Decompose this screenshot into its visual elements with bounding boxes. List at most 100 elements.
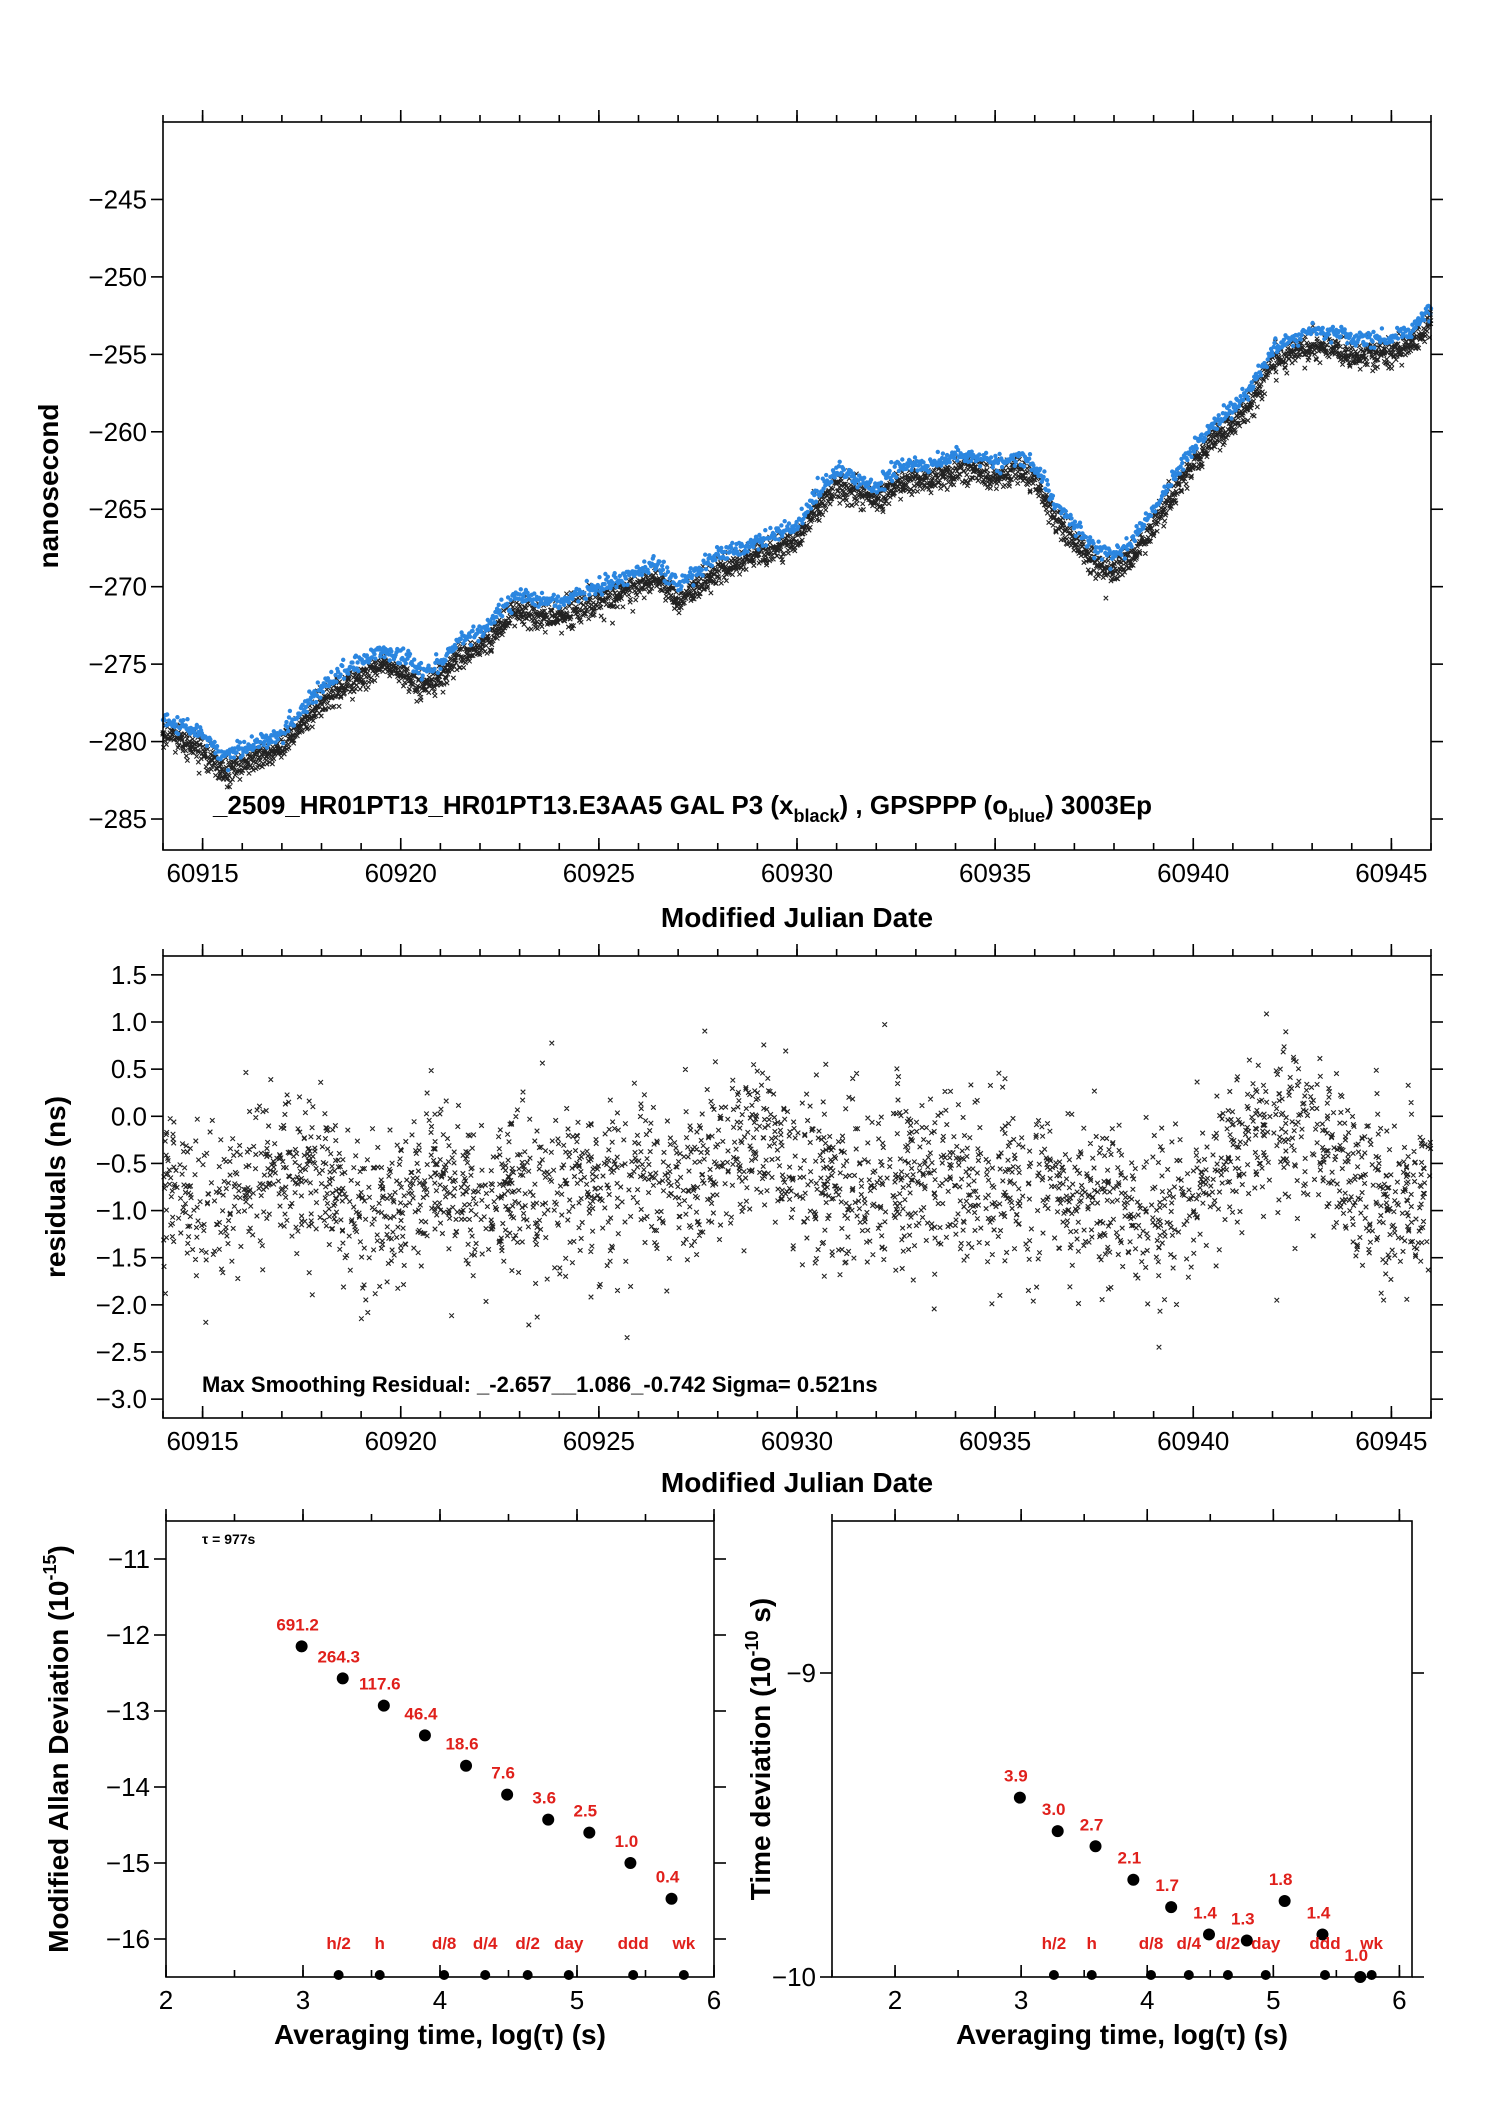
deviation-point [542, 1813, 555, 1826]
deviation-point-label: 1.4 [1307, 1903, 1331, 1922]
x-tick-label: 60935 [959, 1426, 1031, 1456]
y-tick-label: −2.0 [96, 1290, 147, 1320]
y-tick-label: −1.0 [96, 1196, 147, 1226]
time-offset-x-axis-label: Modified Julian Date [661, 902, 933, 933]
residuals-ticks: 60915 60920 60925 60930 60935 60940 60945 −3.0 −… [96, 944, 1443, 1456]
x-tick-label: 60925 [563, 1426, 635, 1456]
interval-marker [439, 1970, 450, 1980]
y-tick-label: −265 [88, 494, 147, 524]
x-tick-label: 60930 [761, 858, 833, 888]
interval-marker-label: ddd [618, 1934, 649, 1953]
time-offset-points [160, 303, 1434, 790]
allan-deviation-ticks: 2 3 4 5 6 −16 −15 −14 −13 −12 −11 [106, 1509, 726, 2015]
deviation-point-label: 1.4 [1193, 1903, 1217, 1922]
gpsppp-series-points [160, 303, 1434, 773]
deviation-point-label: 3.6 [532, 1789, 556, 1808]
interval-marker-label: h [1087, 1934, 1097, 1953]
interval-marker-label: d/4 [473, 1934, 498, 1953]
interval-marker [522, 1970, 533, 1980]
deviation-point-label: 691.2 [276, 1615, 319, 1634]
time-offset-panel: 60915 60920 60925 60930 60935 60940 60945 −285 −… [33, 110, 1443, 933]
deviation-point [418, 1729, 431, 1742]
deviation-point-label: 1.8 [1269, 1870, 1293, 1889]
deviation-point-label: 1.7 [1155, 1876, 1179, 1895]
time-deviation-ticks: 2 3 4 5 6 −10 −9 [772, 1509, 1424, 2015]
x-tick-label: 5 [570, 1985, 584, 2015]
allan-deviation-plot-frame [165, 1520, 715, 1978]
interval-marker [563, 1970, 574, 1980]
deviation-point-label: 18.6 [445, 1735, 478, 1754]
x-tick-label: 60940 [1157, 1426, 1229, 1456]
y-tick-label: −2.5 [96, 1337, 147, 1367]
x-tick-label: 6 [707, 1985, 721, 2015]
x-tick-label: 6 [1392, 1985, 1406, 2015]
time-deviation-panel: 2 3 4 5 6 −10 −9 3.9 3.0 2.7 2.1 1.7 1.4 1.3 1.8 1.4 1.… [742, 1509, 1424, 2050]
time-offset-plot-frame [162, 121, 1432, 851]
residual-points [161, 1011, 1434, 1350]
interval-marker [1260, 1970, 1271, 1980]
y-tick-label: −9 [786, 1658, 816, 1688]
y-tick-label: −14 [106, 1772, 150, 1802]
allan-deviation-points: 691.2 264.3 117.646.4 18.6 7.6 3.6 2.5 1.0 0.4 h/… [276, 1615, 696, 1980]
time-deviation-points: 3.9 3.0 2.7 2.1 1.7 1.4 1.3 1.8 1.4 1.0 h/2 h d/8 d/4… [1004, 1767, 1384, 1983]
deviation-point [1240, 1934, 1253, 1947]
deviation-point-label: 0.4 [656, 1868, 680, 1887]
x-tick-label: 4 [433, 1985, 447, 2015]
deviation-point [460, 1759, 473, 1772]
deviation-point-label: 1.3 [1231, 1910, 1255, 1929]
interval-marker [1086, 1970, 1097, 1980]
interval-marker-label: h/2 [1042, 1934, 1067, 1953]
allan-deviation-y-axis-label: Modified Allan Deviation (10-15) [40, 1545, 74, 1953]
interval-marker-label: h/2 [326, 1934, 351, 1953]
deviation-point [1165, 1901, 1178, 1914]
y-tick-label: −0.5 [96, 1148, 147, 1178]
x-tick-label: 60915 [166, 1426, 238, 1456]
deviation-point-label: 2.5 [574, 1802, 598, 1821]
y-tick-label: −255 [88, 339, 147, 369]
deviation-point [1127, 1873, 1140, 1886]
y-tick-label: −245 [88, 184, 147, 214]
deviation-point [1354, 1971, 1367, 1983]
y-tick-label: −12 [106, 1620, 150, 1650]
deviation-point-label: 3.0 [1042, 1800, 1066, 1819]
interval-marker-label: day [1251, 1934, 1281, 1953]
deviation-point-label: 264.3 [317, 1647, 360, 1666]
y-tick-label: −1.5 [96, 1243, 147, 1273]
tau-note: τ = 977s [202, 1531, 256, 1547]
y-tick-label: 0.5 [111, 1054, 147, 1084]
deviation-point [295, 1640, 308, 1653]
interval-marker-label: h [375, 1934, 385, 1953]
allan-deviation-panel: 2 3 4 5 6 −16 −15 −14 −13 −12 −11 691.2 264.3 117.64… [40, 1509, 726, 2050]
y-tick-label: −13 [106, 1696, 150, 1726]
deviation-point-label: 2.1 [1118, 1849, 1142, 1868]
time-offset-ticks: 60915 60920 60925 60930 60935 60940 60945 −285 −… [88, 110, 1443, 888]
deviation-point-label: 117.6 [359, 1675, 401, 1694]
x-tick-label: 60925 [563, 858, 635, 888]
deviation-point-label: 1.0 [615, 1832, 639, 1851]
interval-marker [480, 1970, 491, 1980]
deviation-point [501, 1788, 514, 1801]
deviation-point [1089, 1840, 1102, 1853]
y-tick-label: −285 [88, 804, 147, 834]
deviation-point [336, 1672, 349, 1685]
y-tick-label: −15 [106, 1848, 150, 1878]
x-tick-label: 5 [1266, 1985, 1280, 2015]
y-tick-label: −11 [108, 1544, 150, 1574]
x-tick-label: 60920 [365, 858, 437, 888]
deviation-point-label: 46.4 [404, 1704, 438, 1723]
deviation-point-label: 7.6 [491, 1764, 515, 1783]
x-tick-label: 3 [1014, 1985, 1028, 2015]
x-tick-label: 60915 [166, 858, 238, 888]
y-tick-label: −3.0 [96, 1384, 147, 1414]
x-tick-label: 60935 [959, 858, 1031, 888]
y-tick-label: −280 [88, 727, 147, 757]
x-tick-label: 60940 [1157, 858, 1229, 888]
deviation-point [624, 1857, 637, 1869]
deviation-point-label: 1.0 [1344, 1946, 1368, 1965]
interval-marker-label: d/4 [1177, 1934, 1202, 1953]
allan-deviation-x-axis-label: Averaging time, log(τ) (s) [274, 2019, 606, 2050]
time-deviation-y-axis-label: Time deviation (10-10 s) [742, 1598, 776, 1901]
interval-marker-label: ddd [1309, 1934, 1340, 1953]
interval-marker [1320, 1970, 1330, 1980]
